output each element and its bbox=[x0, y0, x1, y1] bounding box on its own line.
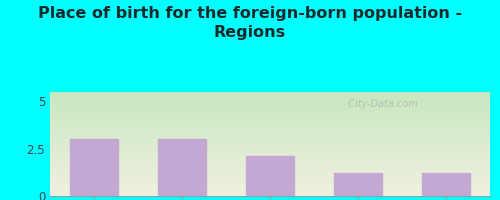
Bar bbox=[158, 139, 206, 196]
Bar bbox=[246, 156, 294, 196]
Bar bbox=[334, 173, 382, 196]
Bar bbox=[70, 139, 118, 196]
Text: Place of birth for the foreign-born population -
Regions: Place of birth for the foreign-born popu… bbox=[38, 6, 462, 40]
Text: City-Data.com: City-Data.com bbox=[342, 99, 418, 109]
Bar bbox=[422, 173, 470, 196]
